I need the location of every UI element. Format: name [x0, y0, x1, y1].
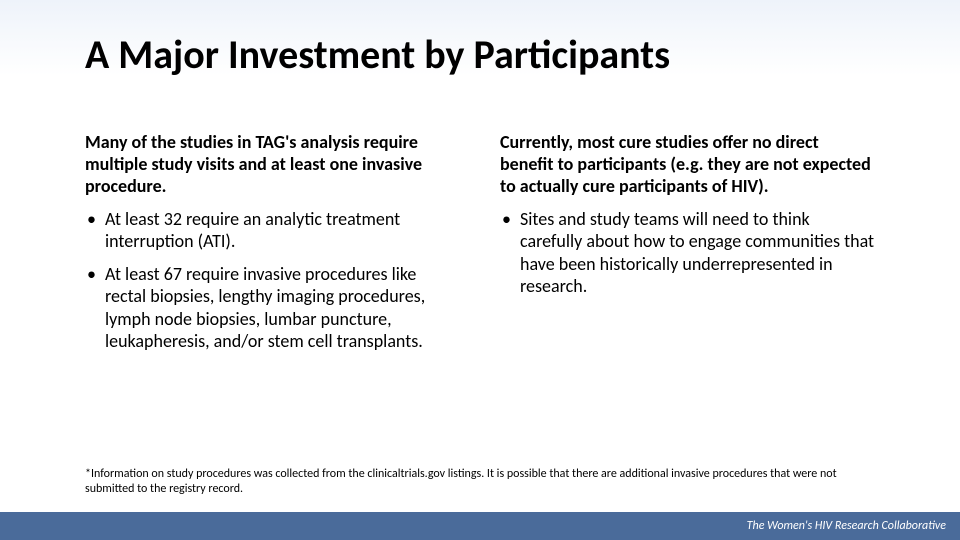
footer-bar: The Women's HIV Research Collaborative — [0, 512, 960, 540]
right-bullets: Sites and study teams will need to think… — [500, 208, 875, 298]
bullet-item: Sites and study teams will need to think… — [500, 208, 875, 298]
left-bullets: At least 32 require an analytic treatmen… — [85, 208, 460, 353]
footnote: *Information on study procedures was col… — [85, 467, 875, 496]
footer-text: The Women's HIV Research Collaborative — [747, 519, 946, 533]
bullet-item: At least 67 require invasive procedures … — [85, 263, 460, 353]
right-lead: Currently, most cure studies offer no di… — [500, 132, 875, 198]
content-columns: Many of the studies in TAG's analysis re… — [85, 132, 875, 363]
slide-title: A Major Investment by Participants — [85, 30, 670, 79]
bullet-item: At least 32 require an analytic treatmen… — [85, 208, 460, 253]
left-column: Many of the studies in TAG's analysis re… — [85, 132, 460, 363]
slide: A Major Investment by Participants Many … — [0, 0, 960, 540]
right-column: Currently, most cure studies offer no di… — [500, 132, 875, 363]
left-lead: Many of the studies in TAG's analysis re… — [85, 132, 460, 198]
